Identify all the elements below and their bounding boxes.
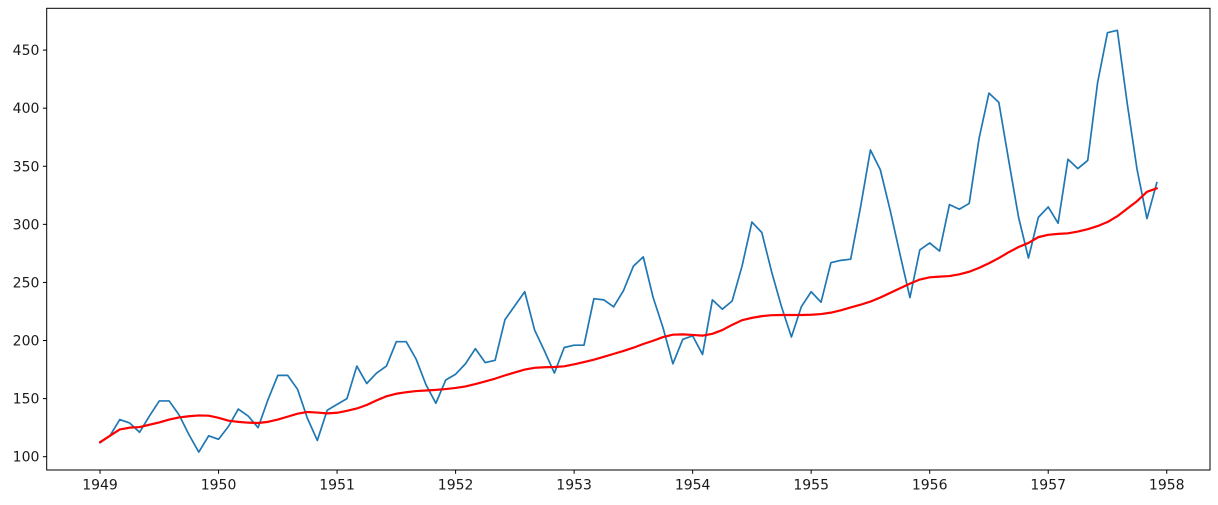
series-lines	[98, 29, 1158, 453]
x-tick-label: 1956	[912, 477, 948, 493]
axis-ticks	[42, 49, 1168, 474]
x-tick-label: 1950	[201, 477, 237, 493]
x-tick-label: 1951	[319, 477, 355, 493]
x-tick-label: 1957	[1030, 477, 1066, 493]
x-tick-label: 1953	[556, 477, 592, 493]
y-tick-label: 200	[13, 334, 40, 350]
y-tick-label: 350	[13, 159, 40, 175]
series-monthly-passengers-line	[99, 29, 1158, 453]
x-tick-label: 1958	[1149, 477, 1185, 493]
x-tick-label: 1952	[438, 477, 474, 493]
y-tick-label: 100	[13, 450, 40, 466]
series-smoothed-trend-line	[98, 187, 1158, 444]
y-tick-label: 150	[13, 392, 40, 408]
plot-area	[46, 8, 1211, 471]
y-tick-label: 450	[13, 43, 40, 59]
y-tick-label: 250	[13, 275, 40, 291]
axis-tick-labels: 100 150 200 250 300 350 400 450 1949 1950 1951 1952…	[13, 43, 1185, 493]
plot-border	[46, 7, 1211, 471]
y-tick-label: 300	[13, 217, 40, 233]
x-tick-label: 1949	[82, 477, 118, 493]
x-tick-label: 1954	[675, 477, 711, 493]
y-tick-label: 400	[13, 101, 40, 117]
x-tick-label: 1955	[793, 477, 829, 493]
